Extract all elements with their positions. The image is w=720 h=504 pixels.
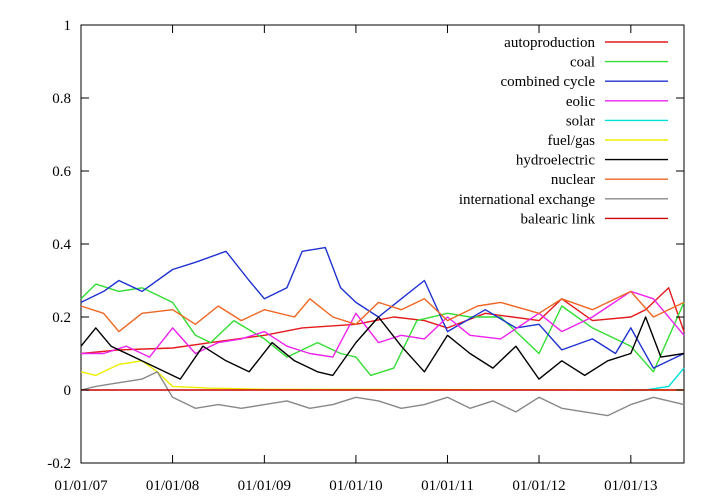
x-tick-label-5: 01/01/12 [512,478,565,494]
legend-label-7: nuclear [551,172,595,188]
y-tick-label-5: 0.8 [52,91,71,107]
series-line-0 [80,287,685,355]
x-tick-label-2: 01/01/09 [238,478,291,494]
y-tick-label-6: 1 [64,18,72,34]
series-line-6 [80,316,685,380]
series-line-8 [80,371,685,417]
series-layer [80,246,685,417]
legend-label-8: international exchange [459,192,596,208]
series-line-7 [80,290,685,333]
legend-label-9: balearic link [520,211,595,227]
plot-border [80,24,685,464]
legend: autoproduction coal combined cycle eolic sol… [459,35,668,227]
legend-label-3: eolic [566,94,595,110]
y-tick-label-0: -0.2 [47,456,71,472]
legend-label-2: combined cycle [500,74,595,90]
axis-layer: -0.2 0 0.2 0.4 0.6 0.8 1 01/01/07 01/01/08 01/01/… [47,18,684,494]
x-tick-label-0: 01/01/07 [54,478,108,494]
legend-label-5: fuel/gas [548,133,596,149]
y-tick-label-2: 0.2 [52,310,71,326]
legend-label-6: hydroelectric [516,153,595,169]
y-tick-label-3: 0.4 [52,237,71,253]
series-line-3 [81,290,685,358]
plot-frame [80,24,685,464]
legend-label-1: coal [570,55,595,71]
legend-label-4: solar [566,113,595,129]
x-tick-label-3: 01/01/10 [329,478,382,494]
series-line-1 [80,283,685,377]
x-tick-label-4: 01/01/11 [421,478,474,494]
legend-label-0: autoproduction [504,35,595,51]
y-tick-label-1: 0 [64,383,72,399]
x-tick-label-1: 01/01/08 [146,478,199,494]
y-tick-label-4: 0.6 [52,164,71,180]
series-line-2 [80,246,685,369]
x-tick-label-6: 01/01/13 [604,478,657,494]
